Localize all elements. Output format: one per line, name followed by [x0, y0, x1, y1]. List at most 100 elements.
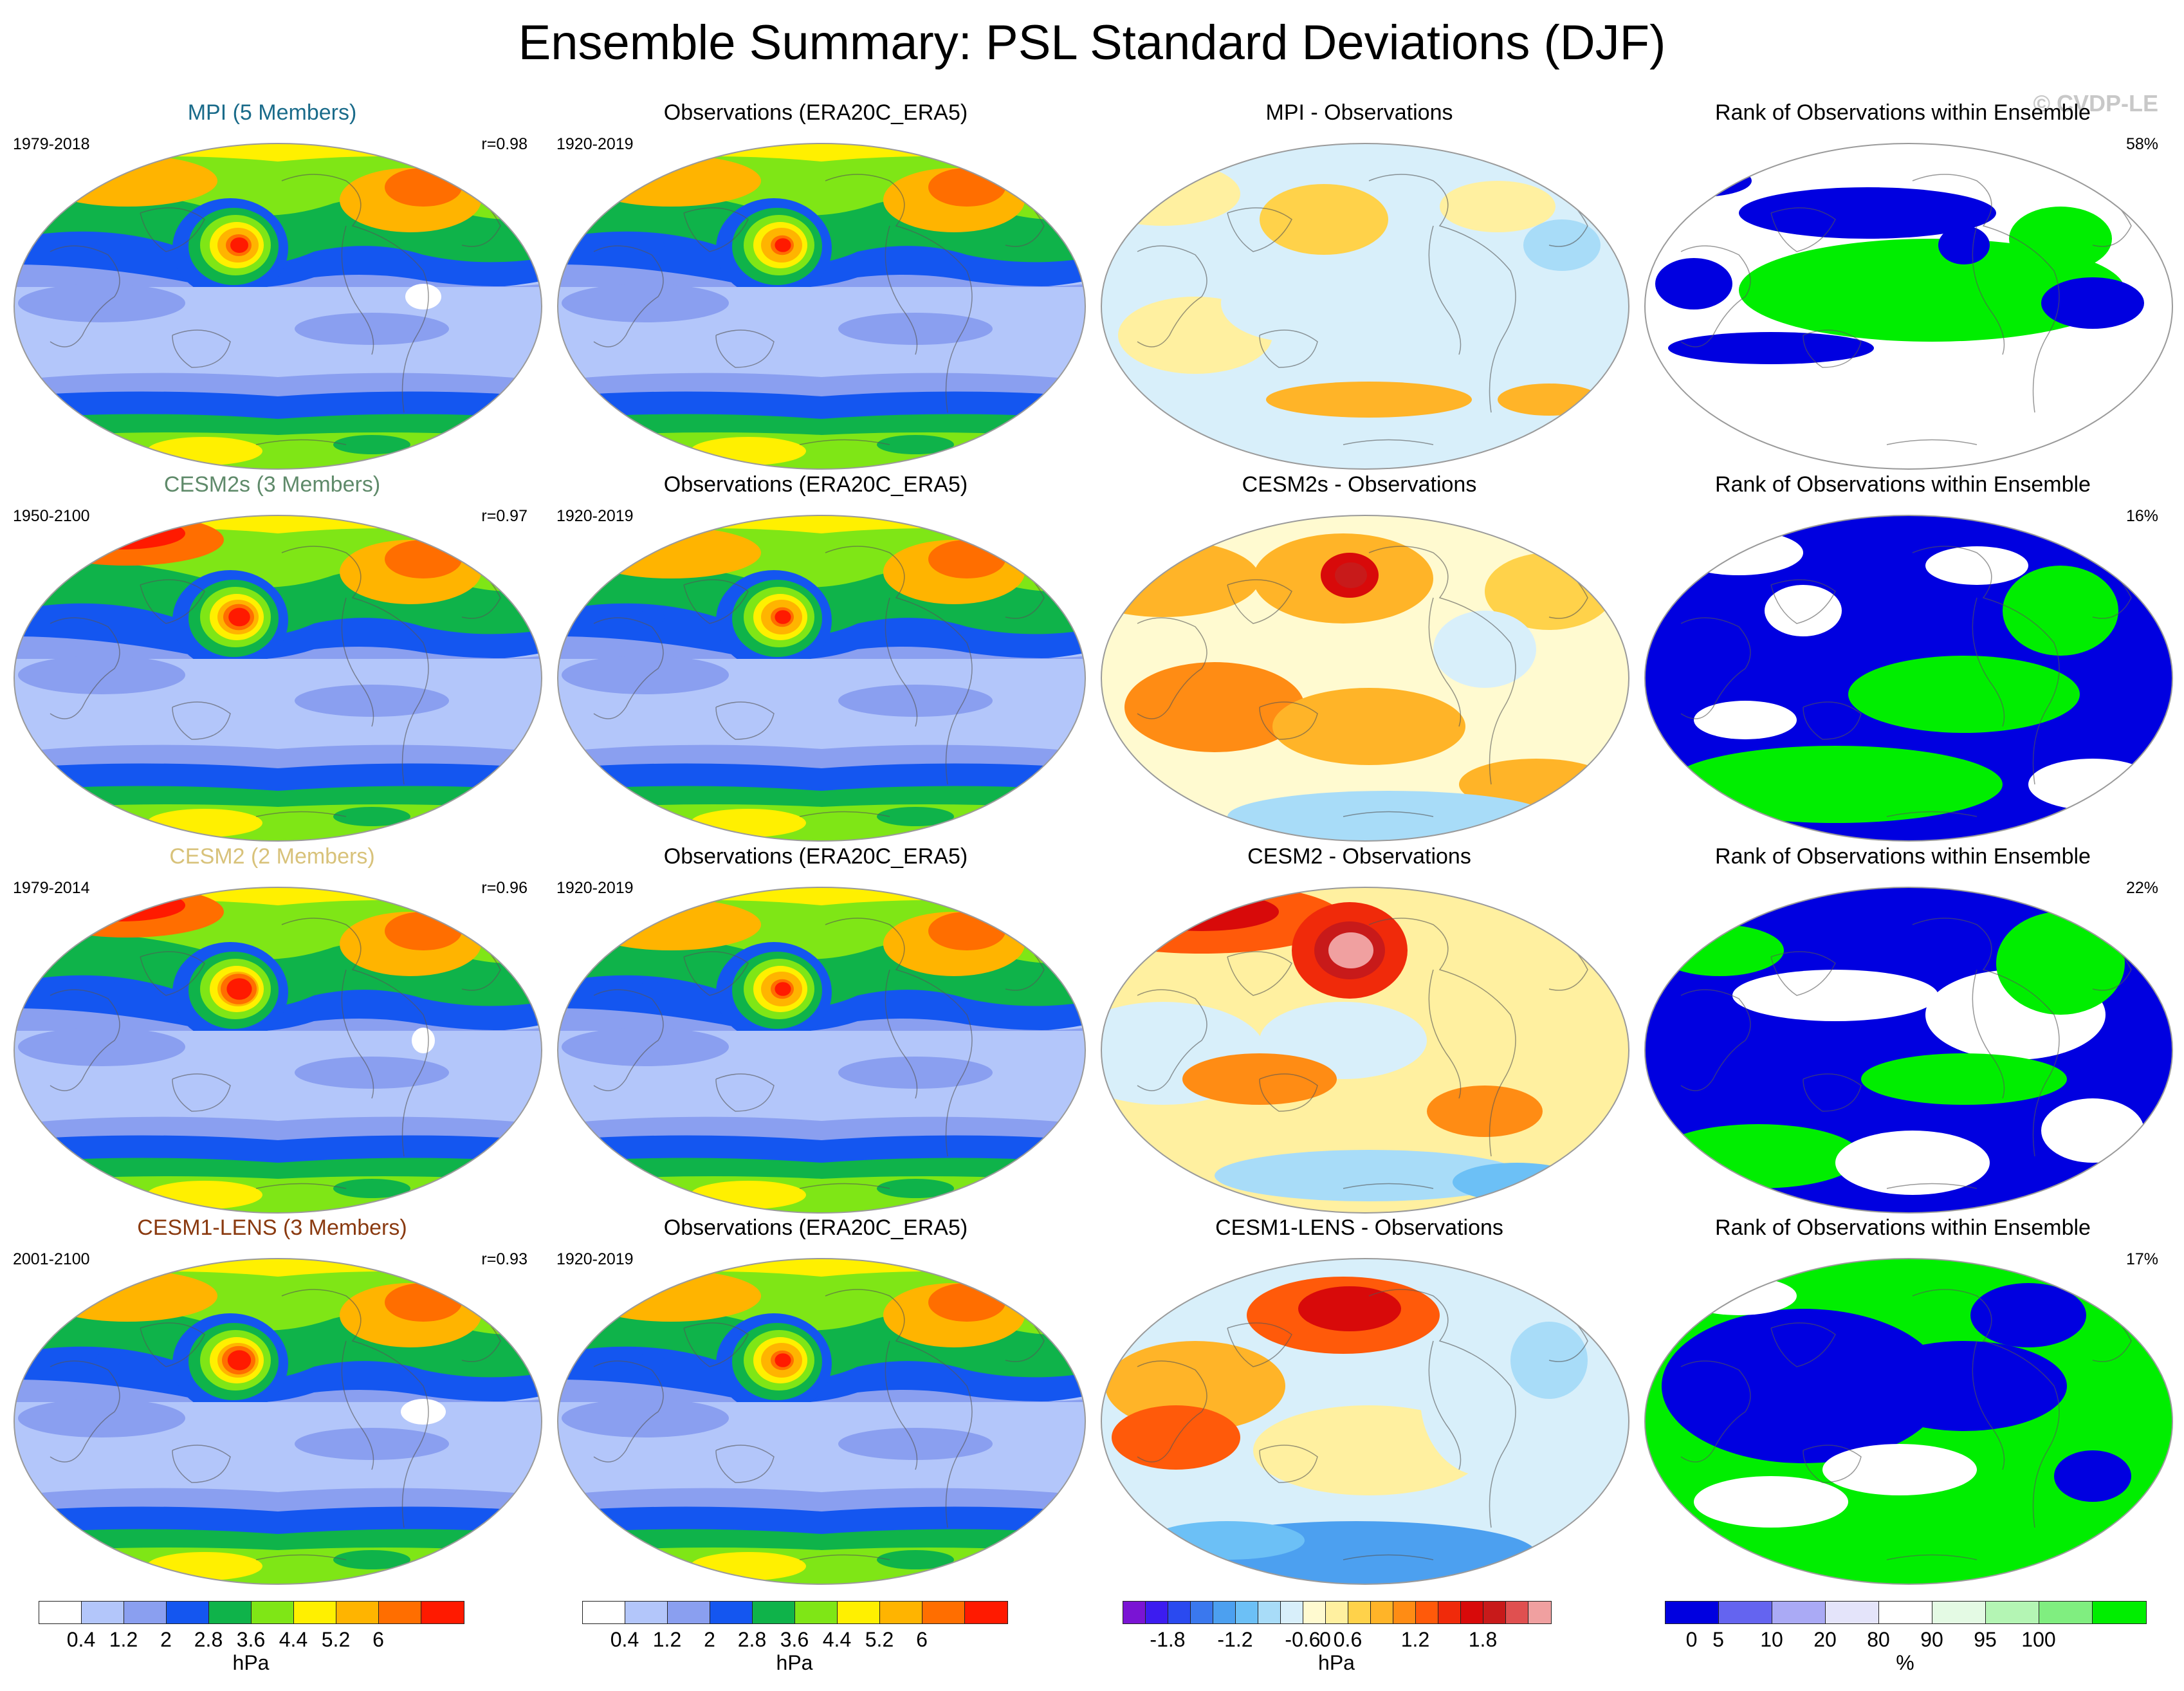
rank-percent: 22% [2125, 879, 2158, 897]
rank-percent: 17% [2125, 1250, 2158, 1268]
model-map [14, 143, 542, 470]
colorbar-tick-label: 90 [1920, 1628, 1943, 1651]
colorbar-rank-4: 0 5 10 20 80 90 95 100% [1639, 1601, 2183, 1691]
panel-obs-row3: Observations (ERA20C_ERA5) 1920-2019 [544, 844, 1088, 1215]
colorbar-tick-label: 2 [704, 1628, 715, 1651]
colorbar-swatch [1371, 1602, 1393, 1623]
colorbar-swatch [1461, 1602, 1483, 1623]
obs-map [557, 887, 1086, 1214]
colorbar-swatch [1191, 1602, 1213, 1623]
colorbar-swatch [1168, 1602, 1191, 1623]
colorbar-tick-label: 0.4 [610, 1628, 639, 1651]
panel-title: CESM2s (3 Members) [163, 472, 381, 497]
watermark: © CVDP-LE [2033, 90, 2158, 116]
panel-rank-row1: Rank of Observations within Ensemble 58% [1631, 100, 2175, 472]
colorbar [1665, 1601, 2147, 1624]
panel-model-row2: CESM2s (3 Members) 1950-2100 r=0.97 [0, 472, 544, 844]
colorbar-swatch [838, 1602, 880, 1623]
colorbar-swatch [1416, 1602, 1438, 1623]
colorbar [582, 1601, 1008, 1624]
colorbar-swatch [753, 1602, 795, 1623]
colorbar-unit: hPa [1318, 1651, 1355, 1674]
panel-title: CESM1-LENS - Observations [1215, 1215, 1503, 1240]
colorbar-swatch [710, 1602, 753, 1623]
colorbar-swatch [379, 1602, 421, 1623]
colorbar-tick-label: 4.4 [822, 1628, 852, 1651]
colorbar-swatch [252, 1602, 294, 1623]
period-label: 1979-2018 [13, 135, 90, 153]
colorbar-diff-3: -1.8 -1.2 -0.6 0 0.6 1.2 1.8 hPa [1097, 1601, 1641, 1691]
colorbar-swatch [2039, 1602, 2093, 1623]
colorbar-swatch [39, 1602, 82, 1623]
panel-title: MPI (5 Members) [187, 100, 357, 125]
colorbar [39, 1601, 464, 1624]
colorbar-tick-label: 100 [2021, 1628, 2056, 1651]
colorbar-swatch [167, 1602, 209, 1623]
colorbar-swatch [1146, 1602, 1168, 1623]
model-map [14, 515, 542, 842]
panel-obs-row1: Observations (ERA20C_ERA5) 1920-2019 [544, 100, 1088, 472]
pattern-correlation: r=0.98 [481, 135, 528, 153]
period-label: 1950-2100 [13, 507, 90, 525]
colorbar-tick-label: 2.8 [737, 1628, 767, 1651]
panel-title: Rank of Observations within Ensemble [1715, 472, 2091, 497]
colorbar-swatch [625, 1602, 668, 1623]
panel-title: Observations (ERA20C_ERA5) [663, 1215, 968, 1240]
colorbar-swatch [922, 1602, 965, 1623]
diff-map [1101, 143, 1629, 470]
colorbar-swatch [1326, 1602, 1348, 1623]
panel-title: Rank of Observations within Ensemble [1715, 100, 2091, 125]
colorbar-swatch [1483, 1602, 1506, 1623]
period-label: 1920-2019 [556, 135, 634, 153]
period-label: 1920-2019 [556, 879, 634, 897]
colorbar-swatch [795, 1602, 838, 1623]
panel-obs-row2: Observations (ERA20C_ERA5) 1920-2019 [544, 472, 1088, 844]
panel-title: CESM2 - Observations [1247, 844, 1471, 869]
diff-map [1101, 515, 1629, 842]
panel-diff-row4: CESM1-LENS - Observations [1087, 1215, 1631, 1587]
colorbar-tick-label: -1.2 [1217, 1628, 1253, 1651]
colorbar-std-1: 0.4 1.2 2 2.8 3.6 4.4 5.2 6 hPa [13, 1601, 557, 1691]
panel-model-row4: CESM1-LENS (3 Members) 2001-2100 r=0.93 [0, 1215, 544, 1587]
rank-map [1644, 887, 2173, 1214]
period-label: 1920-2019 [556, 1250, 634, 1268]
panel-obs-row4: Observations (ERA20C_ERA5) 1920-2019 [544, 1215, 1088, 1587]
diff-map [1101, 887, 1629, 1214]
colorbar-swatch [880, 1602, 922, 1623]
diff-map [1101, 1258, 1629, 1585]
pattern-correlation: r=0.97 [481, 507, 528, 525]
obs-map [557, 1258, 1086, 1585]
colorbar-tick-label: 2 [160, 1628, 172, 1651]
colorbar-swatch [1123, 1602, 1146, 1623]
colorbar-swatch [1348, 1602, 1371, 1623]
rank-map [1644, 143, 2173, 470]
colorbar-swatch [1393, 1602, 1416, 1623]
colorbar-tick-label: 6 [372, 1628, 384, 1651]
panel-diff-row1: MPI - Observations [1087, 100, 1631, 472]
rank-percent: 58% [2125, 135, 2158, 153]
colorbar-swatch [336, 1602, 379, 1623]
colorbar-swatch [209, 1602, 252, 1623]
pattern-correlation: r=0.93 [481, 1250, 528, 1268]
colorbar-swatch [1986, 1602, 2039, 1623]
obs-map [557, 515, 1086, 842]
colorbar-tick-label: 1.8 [1468, 1628, 1498, 1651]
colorbar-swatch [1506, 1602, 1528, 1623]
obs-map [557, 143, 1086, 470]
colorbar-tick-label: 5.2 [321, 1628, 351, 1651]
colorbar-tick-label: 1.2 [652, 1628, 682, 1651]
colorbar-tick-label: 2.8 [194, 1628, 223, 1651]
panel-rank-row3: Rank of Observations within Ensemble 22% [1631, 844, 2175, 1215]
panel-title: CESM2 (2 Members) [169, 844, 375, 869]
colorbar-swatch [1303, 1602, 1326, 1623]
colorbar-swatch [2093, 1602, 2146, 1623]
colorbar-swatch [1438, 1602, 1461, 1623]
period-label: 2001-2100 [13, 1250, 90, 1268]
panel-title: CESM1-LENS (3 Members) [137, 1215, 407, 1240]
panel-title: Observations (ERA20C_ERA5) [663, 472, 968, 497]
pattern-correlation: r=0.96 [481, 879, 528, 897]
colorbar-tick-label: 4.4 [279, 1628, 308, 1651]
colorbar-tick-label: 5.2 [865, 1628, 894, 1651]
rank-map [1644, 1258, 2173, 1585]
colorbar-tick-label: 0.6 [1333, 1628, 1363, 1651]
